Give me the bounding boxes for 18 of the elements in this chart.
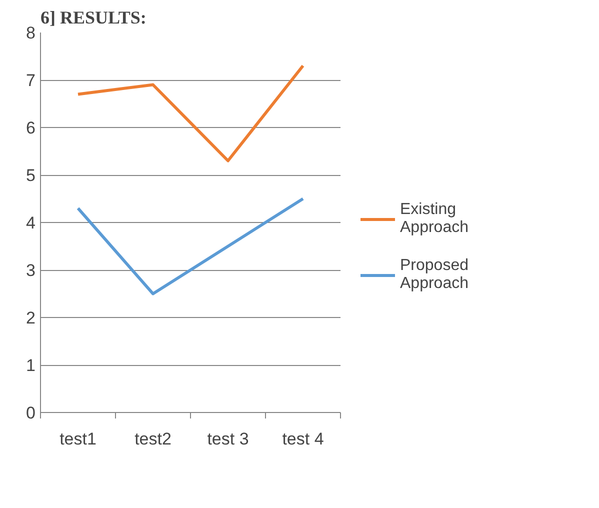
line-series — [76, 197, 304, 296]
x-tick-label: test 3 — [207, 430, 249, 448]
y-tick-label: 1 — [26, 356, 36, 375]
legend-label: Proposed Approach — [400, 256, 468, 292]
x-tick-label: test1 — [60, 430, 96, 448]
x-tick-label: test 4 — [282, 430, 324, 448]
y-tick-label: 7 — [26, 71, 36, 90]
line-series — [76, 64, 304, 162]
y-tick-label: 3 — [26, 261, 36, 280]
y-tick-label: 4 — [26, 214, 36, 232]
y-tick-label: 5 — [26, 166, 36, 185]
y-tick-label: 8 — [26, 24, 36, 42]
y-tick-label: 0 — [26, 404, 36, 422]
chart-title: 6] RESULTS: — [40, 8, 146, 28]
x-tick-label: test2 — [134, 430, 172, 448]
y-tick-label: 2 — [26, 308, 36, 328]
y-tick-label: 6 — [26, 118, 36, 138]
legend-label: Existing Approach — [400, 200, 468, 236]
